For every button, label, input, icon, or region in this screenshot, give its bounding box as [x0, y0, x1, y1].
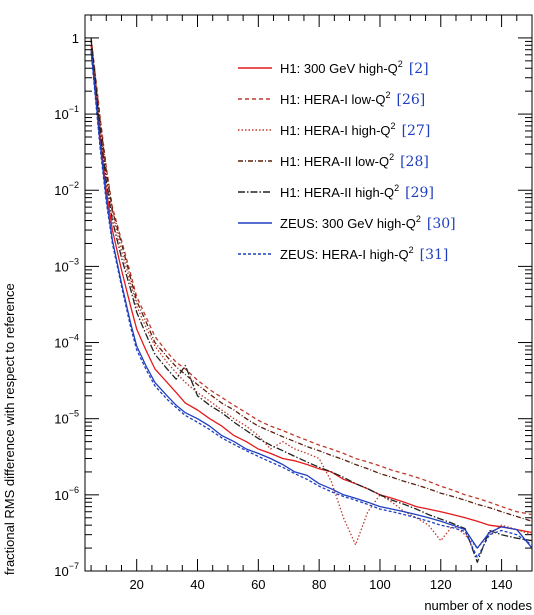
- series-line-3: [90, 37, 533, 522]
- y-tick-base: 10: [54, 259, 68, 274]
- y-tick-exponent: −3: [69, 256, 79, 266]
- legend-label: H1: HERA-I low-Q: [280, 92, 385, 107]
- x-tick-label: 20: [129, 577, 143, 592]
- y-tick-exponent: −6: [69, 485, 79, 495]
- legend-reference: [29]: [405, 185, 434, 201]
- y-tick-exponent: −7: [69, 561, 79, 571]
- plot-frame: [84, 14, 533, 572]
- x-tick-label: 40: [190, 577, 204, 592]
- legend-entry: ZEUS: 300 GeV high-Q2 [30]: [280, 214, 456, 232]
- legend-superscript: 2: [394, 183, 399, 193]
- y-tick-exponent: −4: [69, 333, 79, 343]
- x-axis-title: number of x nodes: [424, 598, 532, 613]
- y-tick-base: 10: [54, 488, 68, 503]
- legend-superscript: 2: [389, 152, 394, 162]
- y-tick-label: 10−5: [54, 409, 79, 427]
- y-tick-label: 10−6: [54, 485, 79, 503]
- y-tick-base: 1: [72, 31, 79, 46]
- legend-entry: H1: HERA-II low-Q2 [28]: [280, 152, 429, 170]
- y-tick-base: 10: [54, 107, 68, 122]
- y-tick-base: 10: [54, 564, 68, 579]
- legend-label: H1: HERA-II high-Q: [280, 185, 394, 200]
- legend-reference: [30]: [427, 216, 456, 232]
- y-tick-label: 10−4: [54, 333, 79, 351]
- y-tick-label: 1: [72, 31, 79, 46]
- legend-reference: [31]: [420, 247, 449, 263]
- y-tick-label: 10−1: [54, 104, 79, 122]
- legend-superscript: 2: [385, 90, 390, 100]
- x-tick-label: 100: [369, 577, 391, 592]
- series-layer: [90, 37, 533, 563]
- legend: H1: 300 GeV high-Q2 [2]H1: HERA-I low-Q2[…: [238, 59, 456, 263]
- legend-label: H1: HERA-I high-Q: [280, 123, 391, 138]
- legend-label: ZEUS: HERA-I high-Q: [280, 247, 409, 262]
- y-tick-exponent: −5: [69, 409, 79, 419]
- x-tick-label: 80: [312, 577, 326, 592]
- legend-superscript: 2: [409, 245, 414, 255]
- legend-entry: H1: HERA-II high-Q2 [29]: [280, 183, 434, 201]
- y-tick-exponent: −1: [69, 104, 79, 114]
- series-line-1: [90, 37, 533, 516]
- legend-superscript: 2: [416, 214, 421, 224]
- legend-entry: H1: HERA-I low-Q2 [26]: [280, 90, 425, 108]
- legend-label: H1: HERA-II low-Q: [280, 154, 389, 169]
- y-tick-base: 10: [54, 183, 68, 198]
- legend-reference: [2]: [409, 61, 429, 77]
- x-tick-label: 120: [430, 577, 452, 592]
- y-tick-label: 10−7: [54, 561, 79, 579]
- series-line-6: [90, 52, 533, 559]
- legend-entry: H1: HERA-I high-Q2 [27]: [280, 121, 430, 139]
- y-tick-base: 10: [54, 412, 68, 427]
- legend-entry: ZEUS: HERA-I high-Q2 [31]: [280, 245, 448, 263]
- ticks-layer: 20 40 60 80 100 120 140110−110−210−310−410−510…: [54, 14, 533, 592]
- legend-reference: [27]: [402, 123, 431, 139]
- series-line-5: [90, 49, 533, 549]
- series-line-4: [90, 39, 533, 563]
- legend-superscript: 2: [391, 121, 396, 131]
- y-tick-exponent: −2: [69, 180, 79, 190]
- legend-reference: [28]: [400, 154, 429, 170]
- legend-reference: [26]: [396, 92, 425, 108]
- legend-label: H1: 300 GeV high-Q: [280, 61, 398, 76]
- x-tick-label: 140: [491, 577, 513, 592]
- x-tick-label: 60: [251, 577, 265, 592]
- legend-label: ZEUS: 300 GeV high-Q: [280, 216, 416, 231]
- legend-superscript: 2: [398, 59, 403, 69]
- legend-entry: H1: 300 GeV high-Q2 [2]: [280, 59, 429, 77]
- series-line-0: [90, 45, 533, 534]
- y-tick-base: 10: [54, 336, 68, 351]
- y-tick-label: 10−2: [54, 180, 79, 198]
- y-tick-label: 10−3: [54, 256, 79, 274]
- series-line-2: [90, 41, 533, 549]
- y-axis-title: fractional RMS difference with respect t…: [2, 283, 17, 575]
